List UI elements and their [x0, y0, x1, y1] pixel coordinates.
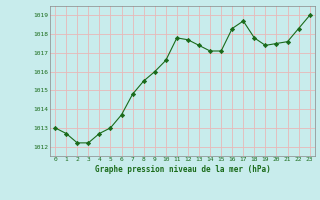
X-axis label: Graphe pression niveau de la mer (hPa): Graphe pression niveau de la mer (hPa): [94, 165, 270, 174]
